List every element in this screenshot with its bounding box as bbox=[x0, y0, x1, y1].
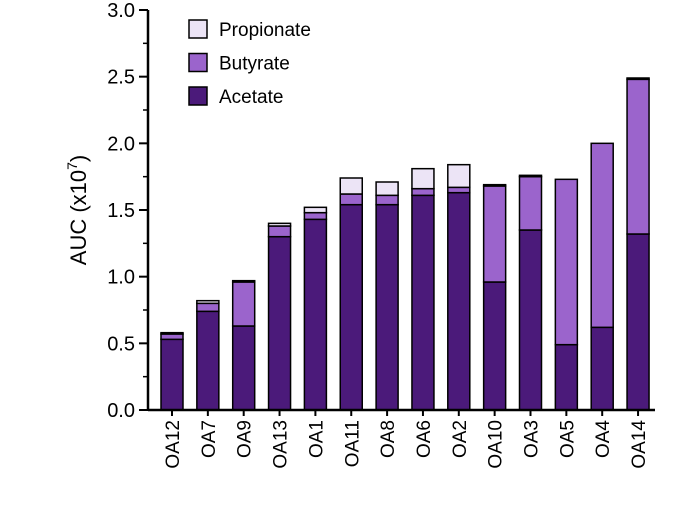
bar-oa3-propionate bbox=[518, 174, 543, 178]
bar-oa5-acetate bbox=[554, 343, 579, 411]
y-axis-title-close: ) bbox=[66, 155, 91, 162]
bar-oa3-acetate bbox=[518, 229, 543, 411]
legend-label-acetate: Acetate bbox=[219, 87, 283, 108]
bar-oa6-propionate bbox=[411, 167, 435, 190]
legend: Propionate Butyrate Acetate bbox=[188, 19, 311, 108]
bar-oa14-acetate bbox=[626, 233, 650, 411]
x-tick-label-oa9: OA9 bbox=[235, 420, 256, 458]
legend-label-propionate: Propionate bbox=[219, 20, 311, 41]
bar-oa10-propionate bbox=[482, 183, 507, 187]
bar-oa11-propionate bbox=[339, 177, 363, 195]
y-axis-title-main: AUC (x10 bbox=[66, 170, 91, 265]
y-tick-label: 2.0 bbox=[107, 133, 135, 155]
bar-oa2-butyrate bbox=[447, 186, 471, 194]
bar-oa5-butyrate bbox=[554, 178, 579, 346]
x-tick-label-oa5: OA5 bbox=[557, 420, 578, 458]
bar-oa1-acetate bbox=[303, 218, 328, 411]
bar-oa2-propionate bbox=[447, 163, 471, 189]
x-tick-label-oa2: OA2 bbox=[450, 420, 471, 458]
bar-oa13-butyrate bbox=[267, 225, 292, 238]
bar-oa3-butyrate bbox=[518, 175, 543, 231]
bar-oa12-acetate bbox=[160, 338, 184, 411]
axes-group: 0.0 0.5 1.0 1.5 2.0 2.5 3.0 bbox=[107, 0, 655, 422]
bar-oa1-propionate bbox=[303, 206, 328, 214]
bar-oa10-acetate bbox=[482, 281, 507, 411]
y-tick-label: 1.0 bbox=[107, 267, 135, 289]
bars-group: OA12 OA7 OA9 OA13 OA1 OA11 OA8 OA6 OA2 OA10 OA3 OA5… bbox=[160, 77, 650, 469]
bar-oa1-butyrate bbox=[303, 211, 328, 221]
bar-oa11-acetate bbox=[339, 203, 363, 411]
bar-oa7-acetate bbox=[196, 310, 220, 411]
x-tick-label-oa7: OA7 bbox=[199, 420, 220, 458]
bar-oa12-butyrate bbox=[160, 333, 184, 341]
bar-oa14-propionate bbox=[626, 77, 650, 81]
bar-oa6-acetate bbox=[411, 194, 435, 411]
x-tick-label-oa1: OA1 bbox=[306, 420, 327, 458]
bar-oa7-butyrate bbox=[196, 302, 220, 313]
x-tick-label-oa6: OA6 bbox=[414, 420, 435, 458]
bar-oa13-propionate bbox=[267, 222, 292, 227]
y-tick-label: 1.5 bbox=[107, 200, 135, 222]
bar-oa8-butyrate bbox=[375, 194, 399, 206]
bar-oa9-acetate bbox=[231, 325, 256, 411]
legend-swatch-acetate bbox=[188, 86, 208, 106]
y-tick-label: 0.5 bbox=[107, 333, 135, 355]
bar-oa6-butyrate bbox=[411, 187, 435, 197]
legend-swatch-butyrate bbox=[188, 52, 208, 73]
bar-oa9-propionate bbox=[231, 279, 256, 283]
x-tick-label-oa13: OA13 bbox=[271, 420, 292, 469]
legend-swatch-propionate bbox=[188, 19, 208, 39]
legend-label-butyrate: Butyrate bbox=[219, 54, 290, 75]
y-tick-label: 0.0 bbox=[107, 400, 135, 422]
y-axis-title: AUC (x107) bbox=[64, 155, 91, 265]
bar-oa14-butyrate bbox=[626, 78, 650, 235]
bar-oa9-butyrate bbox=[231, 281, 256, 327]
bar-oa4-acetate bbox=[590, 326, 614, 411]
x-tick-label-oa11: OA11 bbox=[342, 420, 363, 467]
bar-oa7-propionate bbox=[196, 299, 220, 305]
y-tick-label: 2.5 bbox=[107, 67, 135, 89]
bar-oa8-propionate bbox=[375, 181, 399, 197]
bar-oa11-butyrate bbox=[339, 193, 363, 206]
bar-oa10-butyrate bbox=[482, 185, 507, 283]
x-tick-label-oa3: OA3 bbox=[522, 420, 543, 458]
bar-oa8-acetate bbox=[375, 203, 399, 411]
x-tick-label-oa14: OA14 bbox=[629, 420, 650, 469]
x-tick-label-oa4: OA4 bbox=[593, 420, 614, 458]
bar-oa2-acetate bbox=[447, 191, 471, 411]
bar-oa4-butyrate bbox=[590, 142, 614, 329]
x-tick-label-oa10: OA10 bbox=[486, 420, 507, 469]
bar-oa12-propionate bbox=[160, 331, 184, 335]
x-tick-label-oa12: OA12 bbox=[163, 420, 184, 469]
y-tick-label: 3.0 bbox=[107, 0, 135, 22]
x-tick-label-oa8: OA8 bbox=[378, 420, 399, 458]
y-axis-title-exponent: 7 bbox=[64, 162, 80, 170]
bar-oa13-acetate bbox=[267, 235, 292, 411]
